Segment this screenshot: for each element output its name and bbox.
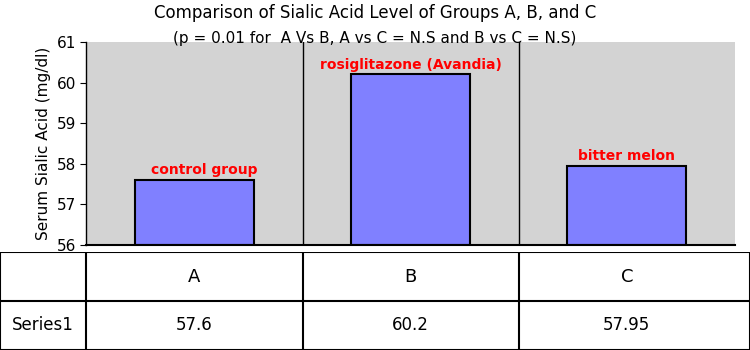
- Text: rosiglitazone (Avandia): rosiglitazone (Avandia): [320, 58, 502, 72]
- Text: 57.95: 57.95: [603, 316, 650, 335]
- Bar: [135, 180, 254, 245]
- Text: bitter melon: bitter melon: [578, 149, 675, 163]
- Text: B: B: [404, 267, 417, 286]
- Bar: [568, 166, 686, 245]
- Text: C: C: [621, 267, 633, 286]
- Y-axis label: Serum Sialic Acid (mg/dl): Serum Sialic Acid (mg/dl): [36, 47, 51, 240]
- Text: control group: control group: [151, 163, 258, 177]
- Text: Comparison of Sialic Acid Level of Groups A, B, and C: Comparison of Sialic Acid Level of Group…: [154, 4, 596, 21]
- Text: 60.2: 60.2: [392, 316, 429, 335]
- Text: (p = 0.01 for  A Vs B, A vs C = N.S and B vs C = N.S): (p = 0.01 for A Vs B, A vs C = N.S and B…: [173, 32, 577, 47]
- Bar: [351, 75, 470, 245]
- Text: Series1: Series1: [12, 316, 74, 335]
- Text: A: A: [188, 267, 200, 286]
- Text: 57.6: 57.6: [176, 316, 213, 335]
